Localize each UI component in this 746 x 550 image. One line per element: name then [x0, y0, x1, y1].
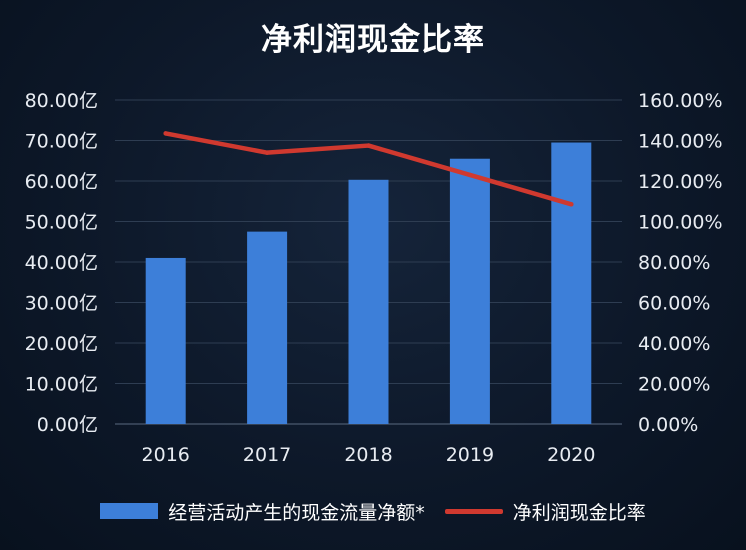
x-tick-label: 2018	[344, 444, 392, 466]
legend-label-cashflow: 经营活动产生的现金流量净额*	[168, 501, 425, 524]
right-tick-label: 20.00%	[638, 374, 710, 396]
chart-legend: 经营活动产生的现金流量净额* 净利润现金比率	[0, 494, 746, 528]
right-tick-label: 60.00%	[638, 293, 710, 315]
right-tick-label: 100.00%	[638, 212, 723, 234]
legend-item-cashflow: 经营活动产生的现金流量净额*	[100, 498, 425, 525]
right-tick-label: 0.00%	[638, 414, 698, 436]
x-tick-label: 2016	[142, 444, 190, 466]
bar-2017	[247, 231, 288, 424]
legend-item-ratio: 净利润现金比率	[444, 498, 646, 525]
bar-2018	[348, 179, 389, 424]
right-tick-label: 120.00%	[638, 171, 723, 193]
right-tick-label: 40.00%	[638, 333, 710, 355]
ratio-point-2018	[366, 143, 371, 148]
ratio-point-2016	[163, 131, 168, 136]
left-tick-label: 50.00亿	[25, 212, 98, 234]
ratio-point-2017	[264, 150, 270, 155]
left-tick-label: 40.00亿	[25, 252, 98, 274]
left-tick-label: 60.00亿	[25, 171, 98, 193]
right-tick-label: 80.00%	[638, 252, 710, 274]
ratio-point-2019	[467, 172, 473, 178]
chart-title: 净利润现金比率	[261, 22, 485, 58]
bar-2020	[551, 142, 592, 424]
left-tick-label: 70.00亿	[25, 131, 98, 153]
left-tick-label: 10.00亿	[25, 374, 98, 396]
left-tick-label: 30.00亿	[25, 293, 98, 315]
right-tick-label: 160.00%	[638, 90, 723, 112]
bar-series	[145, 142, 592, 424]
legend-label-ratio: 净利润现金比率	[512, 501, 646, 524]
legend-swatch-line	[444, 508, 503, 514]
x-tick-label: 2020	[547, 444, 595, 466]
bar-2019	[449, 158, 490, 424]
x-axis: 2016 2017 2018 2019 2020	[142, 444, 596, 466]
left-tick-label: 80.00亿	[25, 90, 98, 112]
right-tick-label: 140.00%	[638, 131, 723, 153]
bar-2016	[145, 257, 186, 424]
ratio-point-2020	[569, 202, 574, 207]
left-axis: 0.00亿 10.00亿 20.00亿 30.00亿 40.00亿 50.00亿 60.00…	[25, 90, 98, 436]
line-series	[163, 131, 574, 207]
legend-swatch-bar	[100, 503, 159, 519]
left-tick-label: 20.00亿	[25, 333, 98, 355]
right-axis: 0.00% 20.00% 40.00% 60.00% 80.00% 100.00% 120.…	[638, 90, 723, 436]
x-tick-label: 2017	[243, 444, 291, 466]
x-tick-label: 2019	[446, 444, 494, 466]
left-tick-label: 0.00亿	[37, 414, 98, 436]
